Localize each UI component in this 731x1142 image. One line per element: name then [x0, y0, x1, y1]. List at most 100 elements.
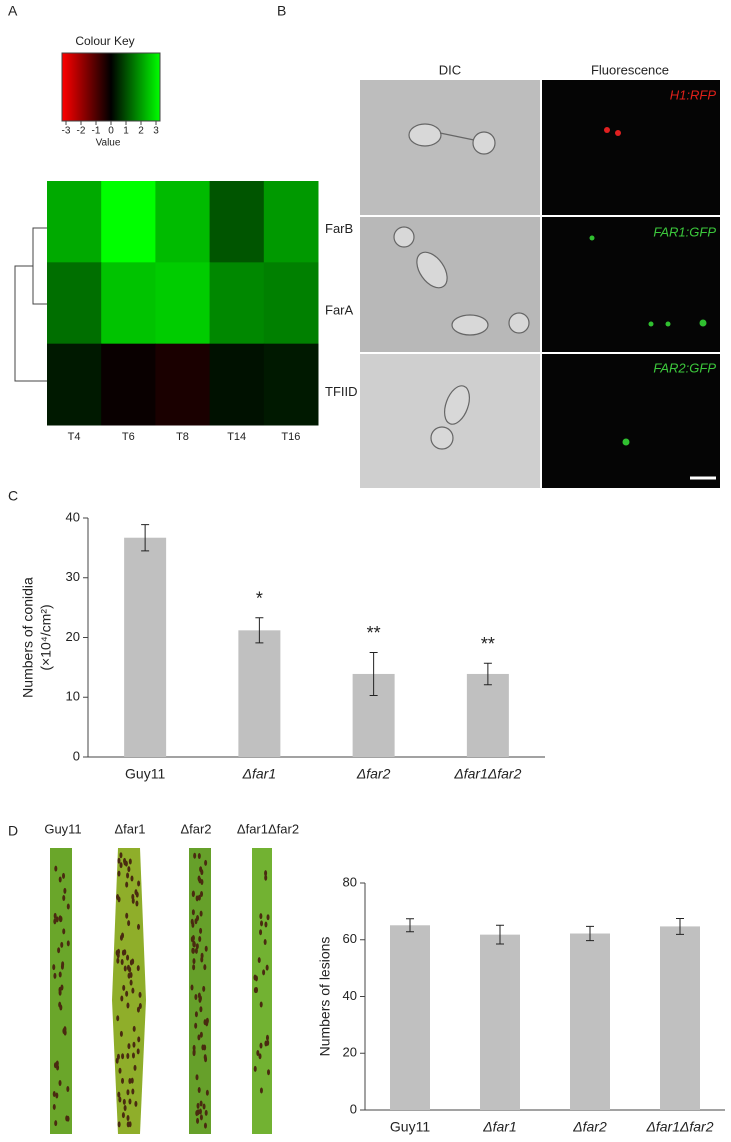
y-tick-label: 10 [66, 689, 80, 704]
heat-cell [209, 181, 265, 263]
lesion [126, 872, 130, 879]
lesion [194, 993, 198, 1000]
lesion [131, 897, 135, 904]
lesion [127, 920, 131, 927]
lesion [117, 896, 121, 903]
heat-cell [47, 181, 102, 263]
y-tick-label: 40 [66, 509, 80, 524]
lesion [134, 1100, 138, 1107]
lesion [121, 1077, 125, 1084]
dic-image [360, 80, 540, 215]
lesion [198, 1108, 202, 1115]
lesion [195, 1074, 199, 1081]
lesion [136, 1048, 140, 1055]
heat-cell [209, 343, 265, 426]
y-tick-label: 0 [73, 748, 80, 763]
lesion [132, 1041, 136, 1048]
lesion [131, 1052, 135, 1059]
y-tick-label: 40 [343, 988, 357, 1003]
column-label: T6 [122, 431, 135, 443]
lesion [55, 916, 59, 923]
lesion [52, 964, 56, 971]
row-label: TFIID [325, 384, 358, 399]
y-axis-label: Numbers of conidia [20, 577, 36, 698]
lesion [137, 923, 141, 930]
lesion [193, 852, 197, 859]
lesion [264, 874, 268, 881]
lesion [259, 1087, 263, 1094]
z-tick-label: -2 [77, 126, 86, 137]
micrographs: DIC Fluorescence H1:RFP FAR1:GFP FAR2:GF… [360, 62, 720, 488]
heat-cell [47, 262, 102, 345]
marker-label: FAR2:GFP [653, 360, 716, 375]
lesion [129, 959, 133, 966]
lesion [197, 1034, 201, 1041]
lesion [191, 921, 195, 928]
error-bar [676, 917, 684, 935]
lesion [205, 1017, 209, 1024]
y-axis-label: Numbers of lesions [317, 937, 333, 1057]
marker-label: H1:RFP [670, 87, 717, 102]
signal [622, 438, 630, 446]
lesion [122, 984, 126, 991]
lesion [253, 987, 257, 994]
lesion [192, 964, 196, 971]
z-tick-label: 3 [153, 126, 159, 137]
lesion [137, 1036, 141, 1043]
lesion [199, 1114, 203, 1121]
lesion [135, 900, 139, 907]
signal [699, 319, 707, 327]
lesion [202, 985, 206, 992]
lesion [265, 964, 269, 971]
lesion [190, 984, 194, 991]
error-bar [406, 918, 414, 933]
lesion [121, 1112, 125, 1119]
lesion [128, 858, 132, 865]
significance: ** [481, 634, 495, 654]
colour-key [61, 52, 161, 122]
dic-image [360, 217, 540, 352]
lesion [126, 1115, 130, 1122]
lesion [66, 940, 70, 947]
lesion [131, 1088, 135, 1095]
lesion [199, 910, 203, 917]
lesion [63, 1026, 67, 1033]
heat-cell [101, 343, 156, 426]
lesion [199, 1031, 203, 1038]
lesion [117, 1121, 121, 1128]
lesion [52, 1103, 56, 1110]
lesion [200, 869, 204, 876]
lesion [55, 1060, 59, 1067]
lesion [126, 1121, 130, 1128]
lesion [196, 1117, 200, 1124]
lesion [194, 918, 198, 925]
lesion [263, 939, 267, 946]
lesion [60, 941, 64, 948]
y-axis-label: (×10⁴/cm²) [38, 604, 54, 670]
bar [390, 925, 430, 1110]
x-tick-label: Guy11 [125, 766, 165, 782]
lesion [126, 1002, 130, 1009]
lesion [203, 1019, 207, 1026]
x-tick-label: Δfar1 [242, 766, 277, 782]
leaf [112, 848, 146, 1134]
lesion [205, 1089, 209, 1096]
lesion [200, 952, 204, 959]
lesion [192, 1044, 196, 1051]
lesion [116, 1053, 120, 1060]
leaf [189, 848, 211, 1134]
lesion [118, 1096, 122, 1103]
lesion [260, 920, 264, 927]
lesion [123, 1105, 127, 1112]
lesion [57, 947, 61, 954]
lesion [191, 891, 195, 898]
lesion [265, 1034, 269, 1041]
signal [665, 321, 671, 327]
lesion [119, 1030, 123, 1037]
marker-label: FAR1:GFP [653, 224, 716, 239]
lesion [204, 1109, 208, 1116]
lesion [138, 991, 142, 998]
lesion [253, 1065, 257, 1072]
lesion [192, 958, 196, 965]
lesion [200, 890, 204, 897]
